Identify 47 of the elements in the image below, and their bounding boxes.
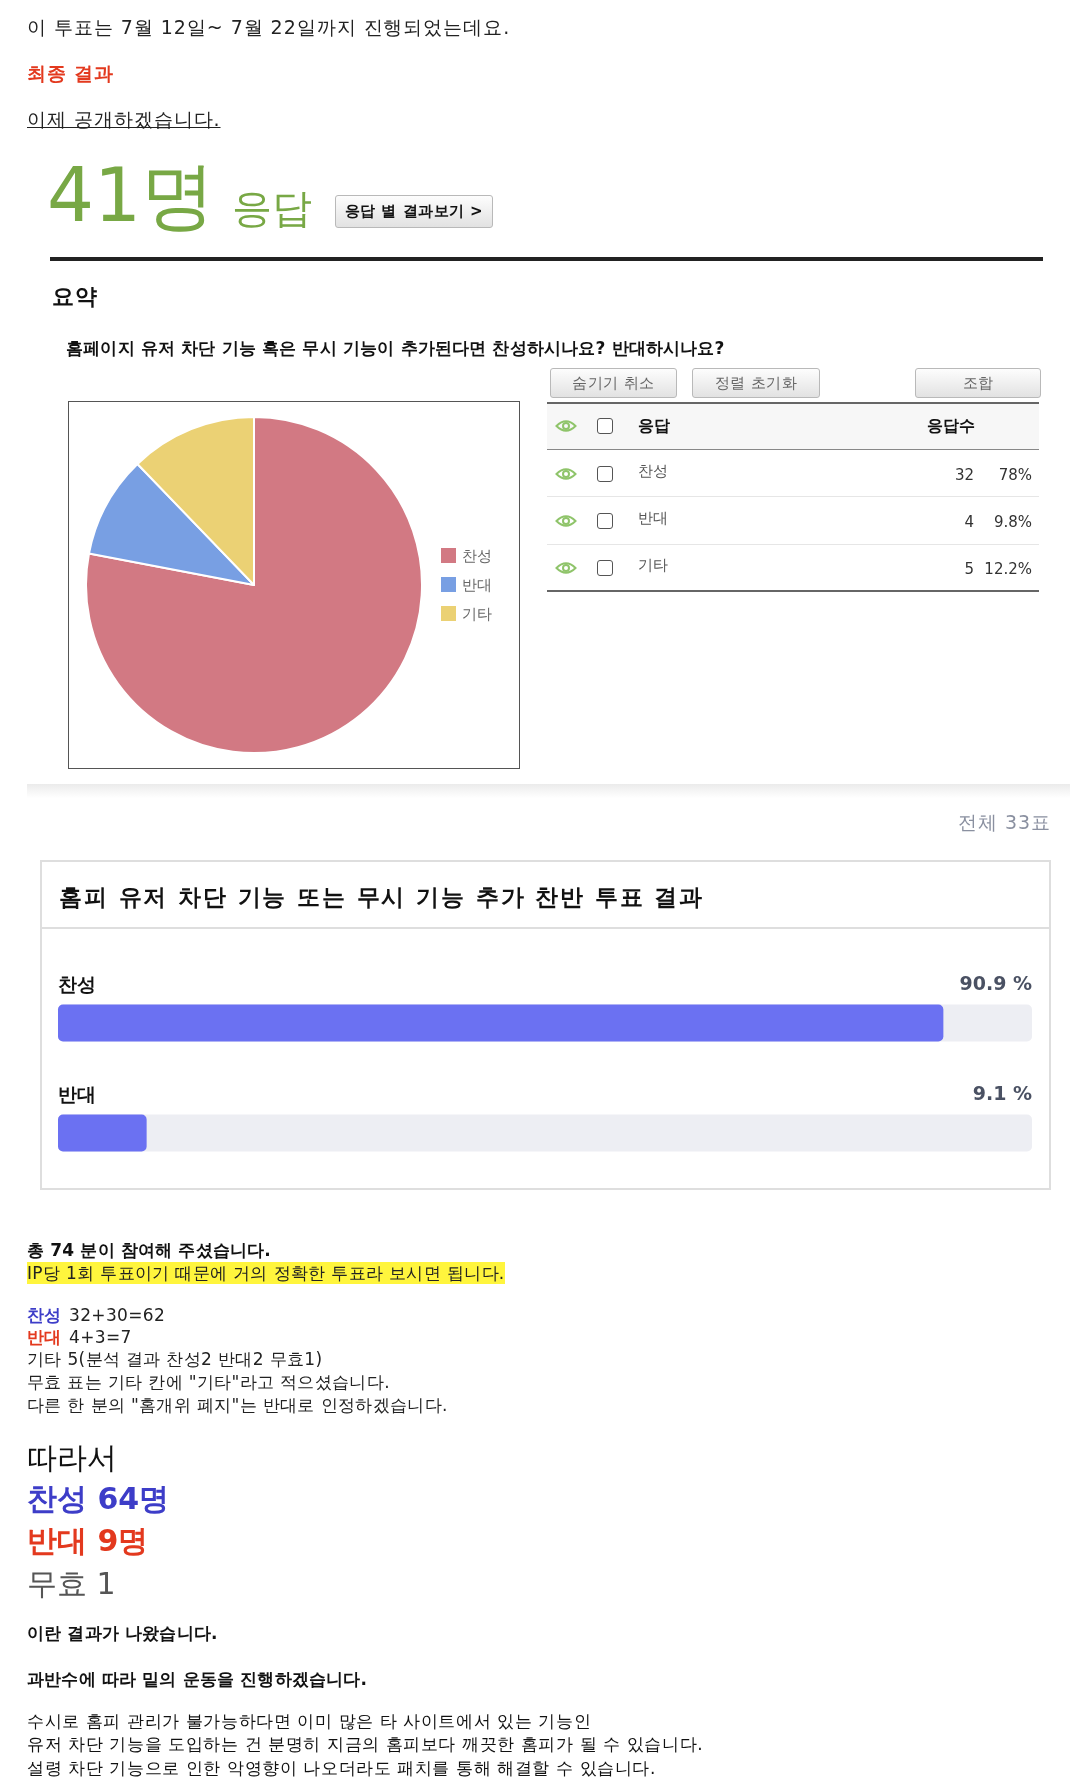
text: 최종 결과 (27, 60, 115, 86)
text: 이란 결과가 나왔습니다. (27, 1622, 218, 1644)
button: 숨기기 취소 (550, 368, 677, 398)
text: 따라서 (27, 1438, 117, 1477)
text: 요약 (52, 282, 99, 311)
text: 이제 공개하겠습니다. (27, 106, 221, 132)
text: 기타 5(분석 결과 찬성2 반대2 무효1) (27, 1348, 323, 1370)
text: 수시로 홈피 관리가 불가능하다면 이미 많은 타 사이트에서 있는 기능인 (27, 1710, 592, 1732)
text: 41명 (47, 151, 216, 240)
chart-title: 홈페이지 유저 차단 기능 혹은 무시 기능이 추가된다면 찬성하시나요? 반대하시나요? (66, 337, 725, 359)
text: 찬성 (27, 1304, 62, 1326)
button: 조합 (915, 368, 1041, 398)
legend-label: 반대 (462, 575, 492, 594)
text: 반대 (638, 507, 668, 529)
chart-title: 홈피 유저 차단 기능 또는 무시 기능 추가 찬반 투표 결과 (59, 883, 704, 912)
text: 찬성 64명 (27, 1479, 170, 1518)
text: 응답 (232, 184, 312, 233)
text: 기타 (638, 555, 668, 577)
text: 응답 (638, 415, 670, 437)
text: 이 투표는 7월 12일~ 7월 22일까지 진행되었는데요. (27, 14, 511, 40)
text: 32+30=62 (69, 1304, 166, 1326)
text: 설령 차단 기능으로 인한 악영향이 나오더라도 패치를 통해 해결할 수 있습니다. (27, 1757, 657, 1779)
text: 78% (998, 464, 1032, 486)
text: 4+3=7 (69, 1326, 132, 1348)
text: 반대 9명 (27, 1521, 149, 1560)
button: 응답 별 결과보기 > (335, 195, 493, 228)
legend-label: 찬성 (462, 546, 492, 565)
text: 32 (954, 464, 974, 486)
text: 유저 차단 기능을 도입하는 건 분명히 지금의 홈피보다 깨끗한 홈피가 될 수 있습니다. (27, 1733, 704, 1755)
text: 응답수 (927, 415, 975, 437)
text: 과반수에 따라 밑의 운동을 진행하겠습니다. (27, 1668, 368, 1690)
text: 반대 (27, 1326, 62, 1348)
text: 4 (964, 511, 974, 533)
text: 총 74 분이 참여해 주셨습니다. (27, 1239, 271, 1261)
text: IP당 1회 투표이기 때문에 거의 정확한 투표라 보시면 됩니다. (27, 1262, 505, 1284)
text: 전체 33표 (958, 809, 1051, 835)
data-label: 9.1 % (972, 1082, 1032, 1104)
data-label: 90.9 % (959, 972, 1032, 994)
text: 찬성 (638, 460, 668, 482)
text: 5 (964, 559, 974, 581)
text: 9.8% (993, 511, 1032, 533)
text: 다른 한 분의 "홈개위 폐지"는 반대로 인정하겠습니다. (27, 1394, 448, 1416)
text: 무효 표는 기타 칸에 "기타"라고 적으셨습니다. (27, 1371, 390, 1393)
button: 정렬 초기화 (692, 368, 820, 398)
text: 무효 1 (27, 1564, 116, 1603)
legend-label: 기타 (462, 604, 492, 623)
text: 12.2% (984, 559, 1032, 581)
